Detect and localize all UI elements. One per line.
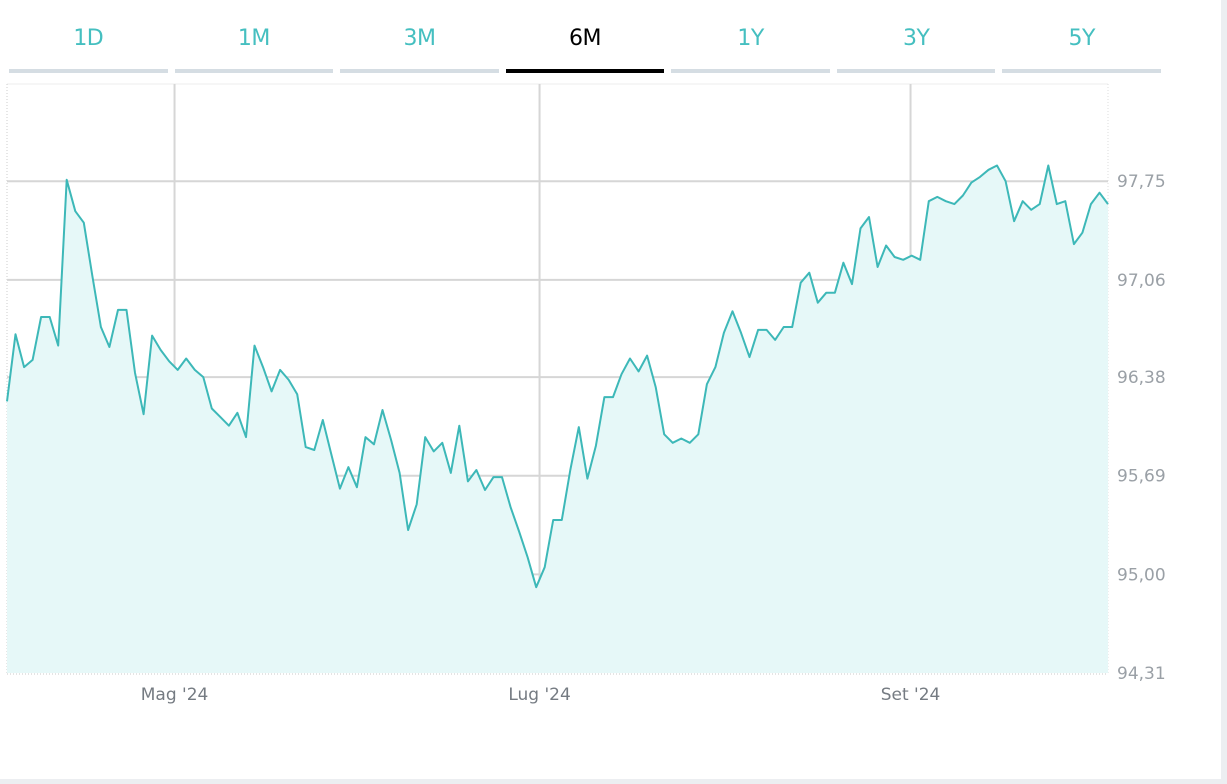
scrollbar-track [1221, 0, 1227, 784]
tab-underline [836, 69, 996, 73]
tab-underline [1002, 69, 1162, 73]
axes: 94,31 95,00 95,69 96,38 97,06 97,75 Mag '24 Lug… [7, 172, 1166, 705]
range-tabs: 1D 1M 3M 6M 1Y 3Y 5Y [9, 0, 1162, 74]
tab-underline [340, 69, 499, 73]
tab-label: 5Y [1068, 26, 1096, 51]
tab-label: 3M [403, 26, 436, 51]
tab-underline [505, 69, 665, 73]
tab-label: 1M [237, 26, 270, 51]
y-tick-label: 94,31 [1117, 664, 1166, 684]
tab-label: 3Y [902, 26, 930, 51]
tab-1y[interactable]: 1Y [671, 0, 830, 74]
bottom-border [0, 779, 1227, 784]
y-tick-label: 97,06 [1117, 271, 1166, 291]
y-tick-label: 95,00 [1117, 565, 1166, 585]
y-tick-label: 97,75 [1117, 172, 1166, 192]
tab-label: 1D [73, 26, 104, 51]
tab-label: 6M [569, 26, 602, 51]
tab-1d[interactable]: 1D [9, 0, 168, 74]
price-line [6, 164, 1109, 589]
area-fill [7, 165, 1108, 673]
tab-5y[interactable]: 5Y [1002, 0, 1162, 74]
tab-label: 1Y [737, 26, 764, 51]
tab-3y[interactable]: 3Y [836, 0, 996, 74]
tab-6m[interactable]: 6M [505, 0, 665, 74]
y-tick-label: 96,38 [1117, 368, 1166, 388]
tab-underline [174, 69, 334, 73]
tab-3m[interactable]: 3M [340, 0, 499, 74]
tab-1m[interactable]: 1M [174, 0, 334, 74]
tab-underline [671, 69, 830, 73]
tab-underline [9, 69, 168, 73]
x-tick-label: Mag '24 [141, 685, 209, 705]
y-tick-label: 95,69 [1117, 467, 1166, 487]
x-tick-label: Lug '24 [508, 685, 570, 705]
x-tick-label: Set '24 [881, 685, 941, 705]
